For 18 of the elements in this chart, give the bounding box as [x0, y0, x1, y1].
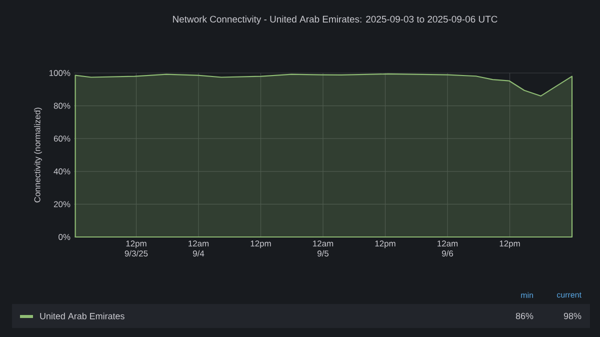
y-tick-label: 20% [54, 201, 70, 208]
y-tick-label: 100% [49, 70, 70, 76]
y-tick-label: 0% [58, 234, 70, 240]
y-tick-label: 60% [54, 136, 70, 142]
text: 86% [516, 312, 534, 320]
y-axis-title: Connectivity (normalized) [34, 108, 42, 202]
legend-label: United Arab Emirates [40, 312, 124, 320]
x-tick-label: 12am 9/5 [313, 240, 334, 256]
x-tick-label: 12pm [250, 240, 271, 248]
x-tick-label: 12am 9/4 [188, 240, 209, 256]
x-tick-label: 12pm 9/3/25 [124, 240, 148, 256]
x-tick-label: 12am 9/6 [438, 240, 458, 256]
y-tick-label: 80% [54, 102, 70, 109]
x-tick-label: 12pm [500, 240, 520, 248]
text: 98% [564, 312, 582, 320]
chart-title: Network Connectivity - United Arab Emirates: 2025-09-03 to 2025-09-06 UTC [173, 16, 498, 24]
x-tick-label: 12pm [375, 240, 396, 248]
y-tick-label: 40% [54, 168, 70, 174]
